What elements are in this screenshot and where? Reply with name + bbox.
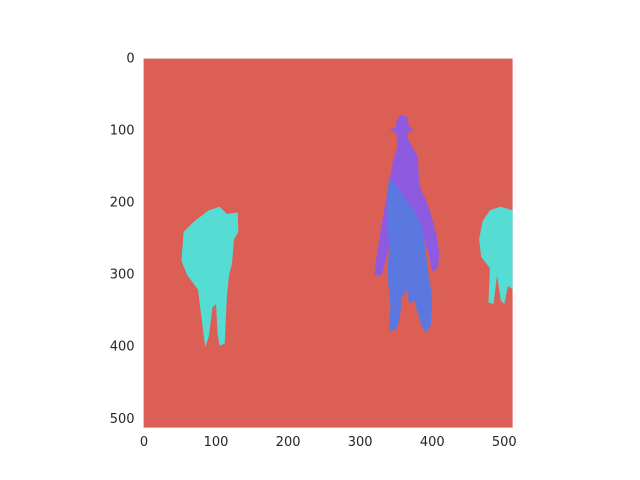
x-tick-label: 0 (140, 435, 148, 450)
horse-left (181, 206, 239, 348)
horse-ridden (387, 177, 433, 333)
y-tick-label: 400 (110, 340, 135, 355)
segments (181, 115, 513, 348)
y-tick-label: 100 (110, 124, 135, 139)
y-tick-label: 0 (126, 51, 134, 66)
x-tick-label: 300 (348, 435, 373, 450)
y-tick-label: 500 (110, 412, 135, 427)
y-tick-label: 300 (110, 268, 135, 283)
x-tick-label: 500 (492, 435, 517, 450)
x-tick-label: 400 (420, 435, 445, 450)
x-tick-label: 200 (276, 435, 301, 450)
horse-right (479, 206, 513, 304)
y-tick-label: 200 (110, 196, 135, 211)
x-tick-label: 100 (204, 435, 229, 450)
